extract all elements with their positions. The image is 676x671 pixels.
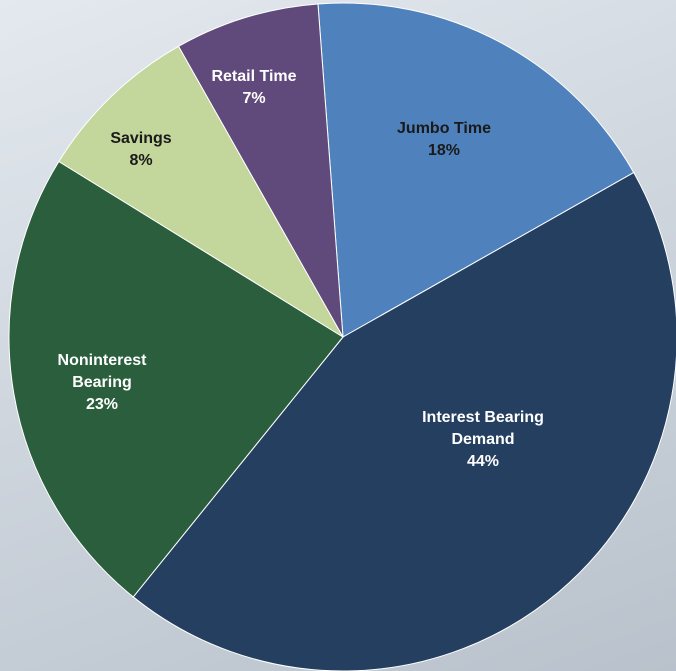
value-label: 23% bbox=[85, 396, 119, 413]
category-name: Noninterest Bearing bbox=[57, 352, 147, 391]
value-label: 7% bbox=[242, 90, 266, 107]
category-name: Retail Time bbox=[211, 68, 297, 85]
category-name: Savings bbox=[110, 130, 172, 147]
pie-slice bbox=[8, 160, 344, 598]
value-label: 18% bbox=[427, 142, 461, 159]
category-name: Jumbo Time bbox=[397, 120, 491, 137]
slice-label: Savings 8% bbox=[81, 128, 201, 172]
value-label: 44% bbox=[466, 453, 500, 470]
pie-slice bbox=[177, 3, 344, 338]
value-label: 8% bbox=[129, 152, 153, 169]
slice-label: Interest Bearing Demand 44% bbox=[413, 407, 553, 473]
pie-slice bbox=[132, 171, 676, 671]
category-name: Interest Bearing Demand bbox=[422, 409, 544, 448]
slice-label: Retail Time 7% bbox=[184, 66, 324, 110]
pie-slice bbox=[58, 45, 344, 338]
pie-slice bbox=[317, 2, 635, 338]
slice-label: Noninterest Bearing 23% bbox=[42, 350, 162, 416]
slice-label: Jumbo Time 18% bbox=[364, 118, 524, 162]
